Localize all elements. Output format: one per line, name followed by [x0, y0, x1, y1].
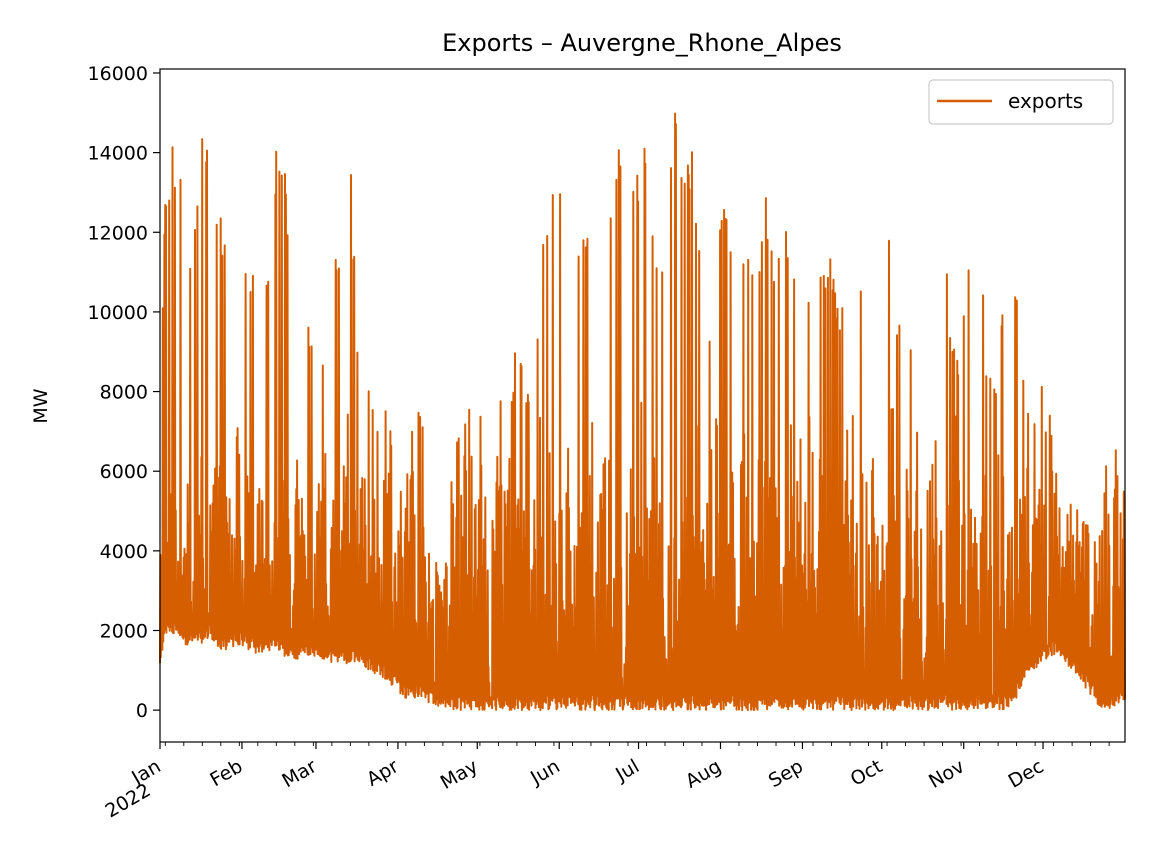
y-tick-label: 12000	[88, 222, 148, 244]
y-tick-label: 6000	[100, 461, 148, 483]
y-tick-label: 2000	[100, 620, 148, 642]
y-tick-label: 16000	[88, 63, 148, 85]
y-tick-label: 10000	[88, 302, 148, 324]
legend-label: exports	[1008, 89, 1083, 113]
series-line-exports	[159, 112, 1126, 712]
legend: exports	[928, 79, 1114, 125]
legend-box	[928, 79, 1114, 125]
y-axis: 0 2000 4000 6000 8000 10000 12000 14000 16000	[88, 63, 160, 722]
y-tick-label: 14000	[88, 143, 148, 165]
chart-title: Exports – Auvergne_Rhone_Alpes	[442, 29, 842, 57]
y-axis-label: MW	[30, 388, 52, 423]
y-tick-label: 8000	[100, 382, 148, 404]
plot-frame	[159, 68, 1126, 743]
series-layer	[159, 112, 1126, 712]
y-tick-label: 0	[136, 700, 148, 722]
y-tick-label: 4000	[100, 541, 148, 563]
